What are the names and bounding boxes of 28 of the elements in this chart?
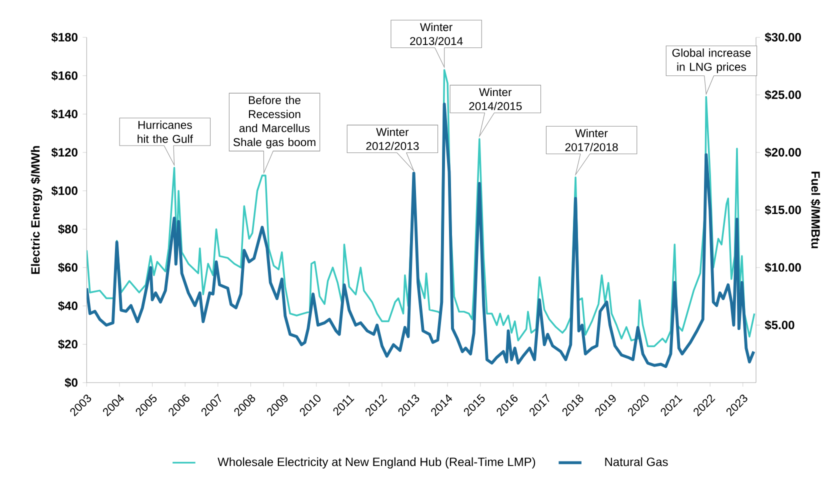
line-series (86, 102, 756, 368)
y2-tick-label: $30.00 (764, 32, 801, 42)
annotation: Hurricanes hit the Gulf (138, 120, 193, 143)
annotation: Winter 2017/2018 (565, 128, 618, 152)
annotation: Winter 2014/2015 (469, 88, 522, 110)
y2-tick-label: $20.00 (764, 148, 801, 158)
y-tick-label: $100 (51, 186, 78, 196)
y-tick-label: $60 (58, 262, 78, 272)
y-tick-label: $40 (58, 301, 78, 311)
y-tick-label: $140 (51, 109, 78, 119)
y2-tick-label: $15.00 (764, 205, 801, 215)
annotation: Before the Recession and Marcellus Shale gas boom (233, 96, 316, 148)
y2-tick-label: $10.00 (764, 262, 801, 272)
y2-tick-label: $25.00 (764, 90, 801, 100)
legend-label: Natural Gas (605, 457, 668, 466)
annotation: Winter 2013/2014 (410, 22, 463, 46)
y2-axis-title: Fuel $/MMBtu (810, 172, 820, 248)
y-tick-label: $180 (51, 32, 78, 42)
y2-tick-label: $5.00 (764, 320, 794, 330)
y-tick-label: $80 (58, 224, 78, 234)
annotation: Global increase in LNG prices (672, 48, 751, 74)
y-tick-label: $20 (58, 339, 78, 350)
y-axis-title: Electric Energy $/MWh (30, 146, 42, 274)
y-tick-label: $120 (51, 148, 78, 158)
annotation: Winter 2012/2013 (366, 128, 419, 150)
y-tick-label: $0 (64, 378, 78, 388)
legend-label: Wholesale Electricity at New England Hub (Real-Time LMP) (218, 457, 536, 469)
y-tick-label: $160 (51, 70, 78, 81)
